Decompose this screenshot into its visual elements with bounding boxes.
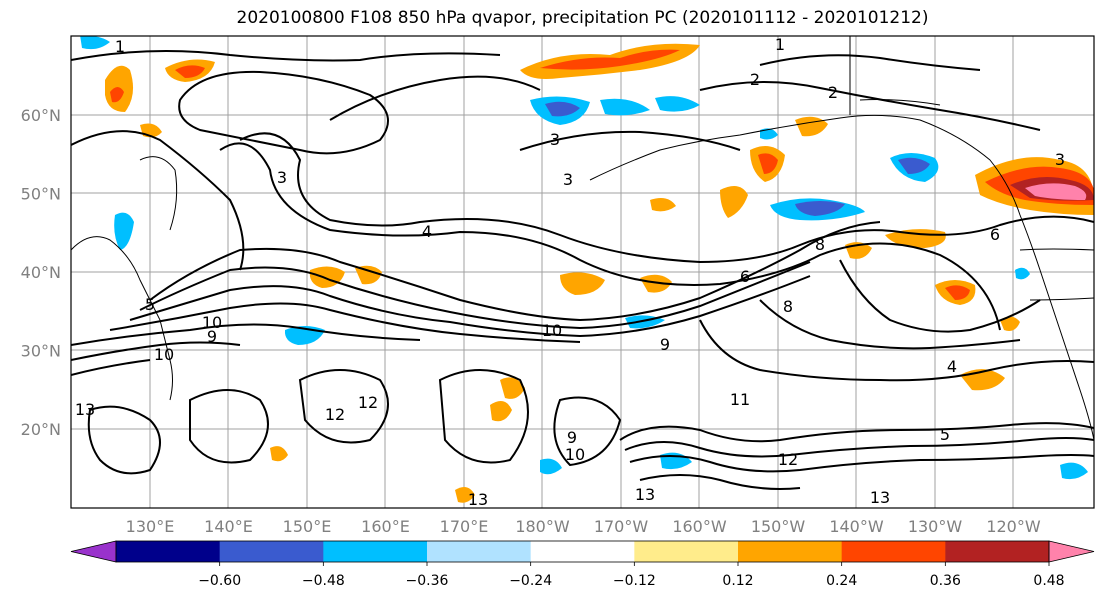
lon-label: 160°W: [672, 517, 727, 536]
contour-label: 10: [154, 345, 174, 364]
map-title: 2020100800 F108 850 hPa qvapor, precipit…: [236, 8, 929, 28]
lon-label: 170°W: [594, 517, 649, 536]
contour-label: 3: [1055, 150, 1065, 169]
colorbar-outline: [115, 540, 1050, 563]
lon-label: 130°E: [126, 517, 175, 536]
contour-label: 3: [550, 130, 560, 149]
contour-label: 13: [635, 485, 655, 504]
contour-label: 6: [990, 225, 1000, 244]
contour-label: 10: [565, 445, 585, 464]
colorbar-extend-high: [1048, 540, 1095, 563]
colorbar-tick-label: −0.12: [613, 573, 656, 589]
precip-anomaly-shading: [80, 36, 1094, 503]
lon-label: 140°E: [204, 517, 253, 536]
contour-label: 1: [115, 37, 125, 56]
colorbar-tick-label: 0.12: [722, 573, 753, 589]
colorbar-segment: [427, 541, 532, 562]
contour-label: 3: [277, 168, 287, 187]
colorbar-segment: [116, 541, 221, 562]
contour-label: 4: [947, 357, 957, 376]
colorbar-tick-label: 0.48: [1033, 573, 1064, 589]
contour-label: 9: [660, 335, 670, 354]
colorbar-extend-low: [70, 540, 117, 563]
contour-label: 11: [730, 390, 750, 409]
contour-label: 12: [325, 405, 345, 424]
colorbar-segment: [738, 541, 843, 562]
lat-label: 50°N: [21, 185, 61, 204]
lon-label: 140°W: [829, 517, 884, 536]
colorbar-segment: [219, 541, 324, 562]
latitude-labels: 60°N 50°N 40°N 30°N 20°N: [21, 106, 61, 439]
colorbar-tick-label: 0.36: [930, 573, 961, 589]
colorbar-tick-label: −0.48: [302, 573, 345, 589]
contour-label: 5: [940, 425, 950, 444]
colorbar-segment: [945, 541, 1050, 562]
contour-label: 13: [870, 488, 890, 507]
contour-label: 8: [783, 297, 793, 316]
lon-label: 150°W: [751, 517, 806, 536]
colorbar-segment: [323, 541, 428, 562]
longitude-labels: 130°E 140°E 150°E 160°E 170°E 180°W 170°W 160°W…: [126, 517, 1041, 536]
lat-label: 20°N: [21, 420, 61, 439]
qvapor-contours: [71, 50, 1094, 490]
contour-label: 10: [542, 321, 562, 340]
contour-label: 6: [740, 267, 750, 286]
colorbar-tick-labels: −0.60 −0.48 −0.36 −0.24 −0.12 0.12 0.24 0.36 0.4…: [198, 562, 1065, 589]
lon-label: 120°W: [986, 517, 1041, 536]
contour-label: 13: [468, 490, 488, 509]
contour-label: 10: [202, 313, 222, 332]
contour-label: 13: [75, 400, 95, 419]
colorbar-tick-label: −0.60: [198, 573, 241, 589]
contour-label: 8: [815, 235, 825, 254]
colorbar-tick-label: −0.24: [509, 573, 552, 589]
lat-label: 60°N: [21, 106, 61, 125]
map-frame: [70, 35, 1095, 509]
contour-label: 2: [828, 83, 838, 102]
lon-label: 130°W: [908, 517, 963, 536]
lon-label: 170°E: [440, 517, 489, 536]
colorbar-tick-label: 0.24: [826, 573, 857, 589]
lat-label: 30°N: [21, 342, 61, 361]
contour-label: 2: [750, 70, 760, 89]
colorbar-segment: [530, 541, 635, 562]
coastlines: [71, 36, 1094, 441]
contour-label: 12: [358, 393, 378, 412]
lon-label: 150°E: [283, 517, 332, 536]
lat-label: 40°N: [21, 263, 61, 282]
lon-label: 180°W: [515, 517, 570, 536]
contour-label: 5: [145, 295, 155, 314]
contour-label: 9: [207, 327, 217, 346]
lon-label: 160°E: [361, 517, 410, 536]
colorbar: [70, 540, 1095, 563]
contour-label: 9: [567, 428, 577, 447]
colorbar-segment: [634, 541, 739, 562]
colorbar-segment: [841, 541, 946, 562]
contour-label: 4: [422, 222, 432, 241]
contour-label: 1: [775, 35, 785, 54]
contour-label: 12: [778, 450, 798, 469]
contour-label: 3: [563, 170, 573, 189]
colorbar-tick-label: −0.36: [406, 573, 449, 589]
